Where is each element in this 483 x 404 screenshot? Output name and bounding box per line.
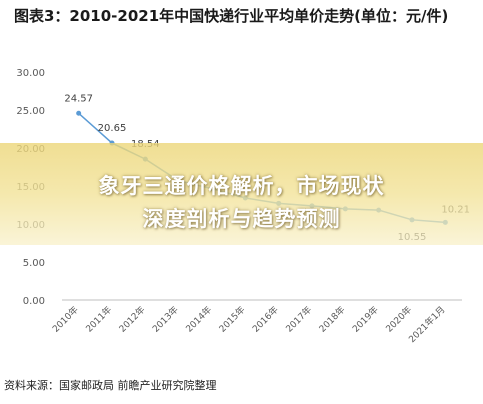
chart-title: 图表3：2010-2021年中国快递行业平均单价走势(单位：元/件) xyxy=(14,7,449,25)
x-tick-label: 2013年 xyxy=(150,304,181,335)
x-tick-label: 2011年 xyxy=(83,304,114,335)
data-point xyxy=(76,110,82,116)
x-tick-label: 2021年1月 xyxy=(406,304,447,345)
x-tick-label: 2014年 xyxy=(183,304,214,335)
x-tick-label: 2015年 xyxy=(216,304,247,335)
x-tick-label: 2012年 xyxy=(116,304,147,335)
y-tick-label: 5.00 xyxy=(23,258,45,269)
y-tick-label: 30.00 xyxy=(16,68,45,79)
data-label: 24.57 xyxy=(64,93,93,104)
overlay-headline-line1: 象牙三通价格解析，市场现状 xyxy=(98,174,385,198)
overlay-headline-line2: 深度剖析与趋势预测 xyxy=(142,207,341,231)
x-tick-label: 2017年 xyxy=(283,304,314,335)
y-tick-label: 0.00 xyxy=(23,296,45,307)
x-tick-label: 2019年 xyxy=(350,304,381,335)
y-tick-label: 25.00 xyxy=(16,106,45,117)
x-tick-label: 2020年 xyxy=(383,304,414,335)
x-tick-label: 2010年 xyxy=(50,304,81,335)
data-label: 20.65 xyxy=(98,123,127,134)
source-note: 资料来源：国家邮政局 前瞻产业研究院整理 xyxy=(4,379,217,392)
overlay-banner xyxy=(0,143,483,245)
x-tick-label: 2016年 xyxy=(250,304,281,335)
x-tick-label: 2018年 xyxy=(316,304,347,335)
